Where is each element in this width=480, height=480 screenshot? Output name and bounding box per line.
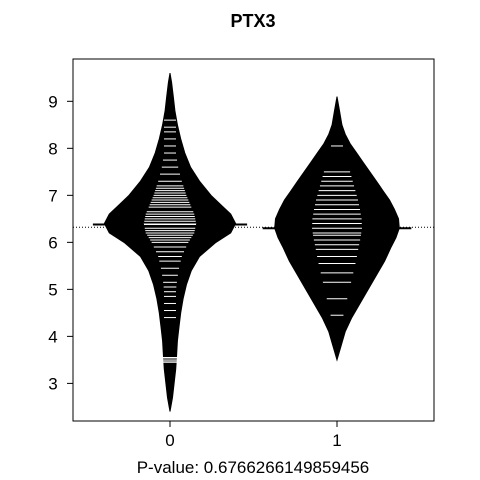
y-tick-label-3: 3 [48, 374, 57, 393]
x-tick-label-1: 1 [332, 431, 341, 450]
y-tick-label-9: 9 [48, 92, 57, 111]
chart-title: PTX3 [230, 11, 275, 31]
beans-group [73, 73, 434, 412]
x-tick-label-0: 0 [165, 431, 174, 450]
y-tick-label-5: 5 [48, 280, 57, 299]
y-tick-label-6: 6 [48, 233, 57, 252]
axes-group: 3 4 5 6 7 8 9 0 1 [48, 92, 341, 450]
x-axis-label: P-value: 0.6766266149859456 [137, 458, 370, 477]
y-tick-label-7: 7 [48, 186, 57, 205]
y-tick-label-8: 8 [48, 139, 57, 158]
y-tick-label-4: 4 [48, 327, 57, 346]
plot-frame [72, 58, 435, 422]
